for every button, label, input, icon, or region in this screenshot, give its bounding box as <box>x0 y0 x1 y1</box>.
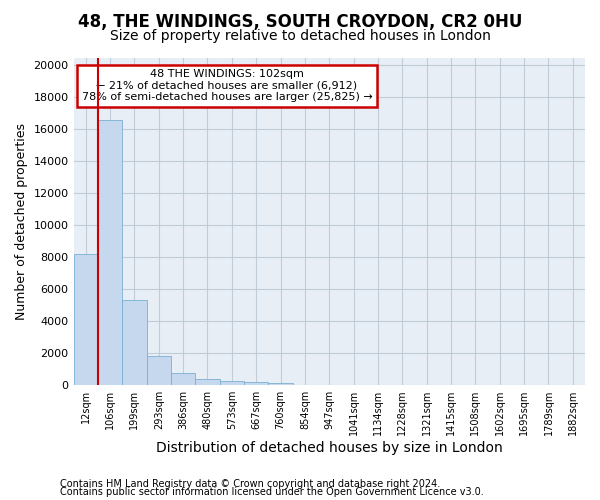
Text: Size of property relative to detached houses in London: Size of property relative to detached ho… <box>110 29 490 43</box>
Bar <box>244 382 268 385</box>
Bar <box>171 373 196 385</box>
Text: Contains HM Land Registry data © Crown copyright and database right 2024.: Contains HM Land Registry data © Crown c… <box>60 479 440 489</box>
Text: Contains public sector information licensed under the Open Government Licence v3: Contains public sector information licen… <box>60 487 484 497</box>
X-axis label: Distribution of detached houses by size in London: Distribution of detached houses by size … <box>156 441 503 455</box>
Text: 48 THE WINDINGS: 102sqm
← 21% of detached houses are smaller (6,912)
78% of semi: 48 THE WINDINGS: 102sqm ← 21% of detache… <box>82 69 373 102</box>
Y-axis label: Number of detached properties: Number of detached properties <box>15 123 28 320</box>
Bar <box>74 254 98 385</box>
Bar <box>196 380 220 385</box>
Bar <box>122 300 146 385</box>
Bar <box>98 120 122 385</box>
Bar <box>268 382 293 385</box>
Text: 48, THE WINDINGS, SOUTH CROYDON, CR2 0HU: 48, THE WINDINGS, SOUTH CROYDON, CR2 0HU <box>78 12 522 30</box>
Bar <box>146 356 171 385</box>
Bar <box>220 381 244 385</box>
